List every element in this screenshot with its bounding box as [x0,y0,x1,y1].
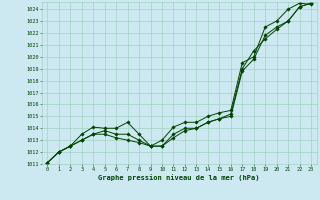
X-axis label: Graphe pression niveau de la mer (hPa): Graphe pression niveau de la mer (hPa) [99,174,260,181]
